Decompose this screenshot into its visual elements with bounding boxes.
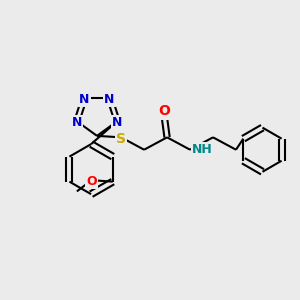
Text: O: O — [86, 175, 97, 188]
Text: N: N — [72, 116, 82, 129]
Text: N: N — [112, 116, 122, 129]
Text: S: S — [116, 132, 126, 146]
Text: N: N — [80, 92, 90, 106]
Text: NH: NH — [191, 143, 212, 156]
Text: O: O — [158, 104, 170, 118]
Text: N: N — [104, 92, 115, 106]
